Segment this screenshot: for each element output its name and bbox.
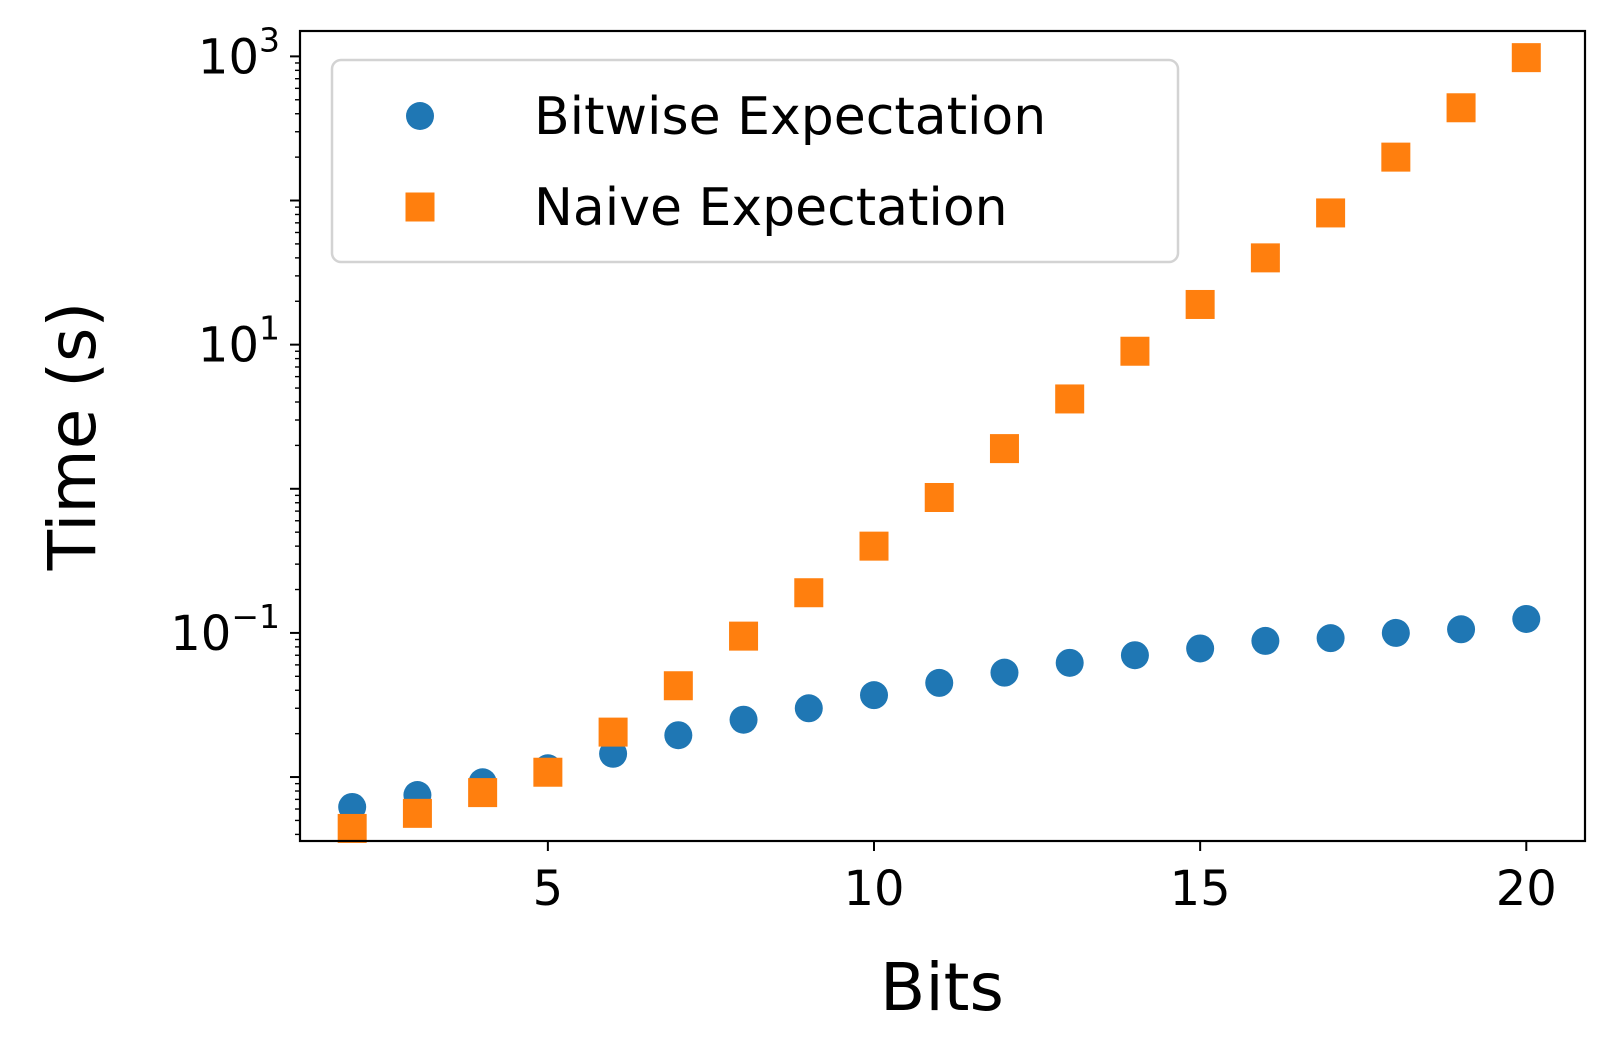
naive-point [337, 813, 367, 843]
naive-point [1250, 243, 1280, 273]
x-axis-title: Bits [880, 949, 1004, 1026]
bitwise-point [794, 694, 823, 723]
naive-point [1511, 43, 1541, 73]
naive-point [989, 434, 1019, 464]
naive-point [663, 671, 693, 701]
naive-point [1185, 289, 1215, 319]
naive-point [598, 717, 628, 747]
bitwise-point [1512, 604, 1541, 633]
y-axis: 10−1 101 103 [170, 20, 300, 836]
naive-point [533, 757, 563, 787]
bitwise-point [925, 668, 954, 697]
x-tick-label: 5 [533, 861, 564, 917]
naive-point [1446, 93, 1476, 123]
bitwise-point [1381, 618, 1410, 647]
y-tick-label: 103 [198, 20, 280, 85]
x-tick-label: 20 [1496, 861, 1557, 917]
naive-point [1381, 142, 1411, 172]
naive-point [1316, 198, 1346, 228]
legend-frame [330, 58, 1180, 264]
y-tick-label: 10−1 [170, 597, 280, 662]
x-axis: 5 10 15 20 [533, 841, 1557, 917]
naive-point [729, 621, 759, 651]
bitwise-point [1055, 648, 1084, 677]
bitwise-point [599, 739, 628, 768]
series-2 [337, 43, 1541, 843]
x-tick-label: 15 [1170, 861, 1231, 917]
naive-point [1120, 336, 1150, 366]
bitwise-point [1120, 641, 1149, 670]
y-axis-title: Time (s) [34, 302, 111, 571]
bitwise-point [860, 681, 889, 710]
bitwise-point [1447, 615, 1476, 644]
bitwise-point [1316, 624, 1345, 653]
plot-frame [298, 29, 1587, 843]
data-points [337, 43, 1541, 843]
naive-point [468, 778, 498, 808]
x-tick-label: 10 [843, 861, 904, 917]
legend-marker-bitwise [406, 102, 434, 130]
bitwise-point [1251, 626, 1280, 655]
bitwise-point [664, 721, 693, 750]
legend-marker-naive [405, 192, 435, 222]
bitwise-point [729, 705, 758, 734]
legend: Bitwise Expectation Naive Expectation [330, 58, 1180, 264]
series-1 [338, 604, 1541, 821]
naive-point [924, 482, 954, 512]
naive-point [1055, 384, 1085, 414]
legend-label: Bitwise Expectation [534, 87, 1046, 147]
bitwise-point [1186, 634, 1215, 663]
y-tick-label: 101 [198, 309, 280, 374]
naive-point [859, 531, 889, 561]
naive-point [794, 578, 824, 608]
bitwise-point [990, 658, 1019, 687]
naive-point [402, 798, 432, 828]
legend-label: Naive Expectation [534, 178, 1008, 238]
